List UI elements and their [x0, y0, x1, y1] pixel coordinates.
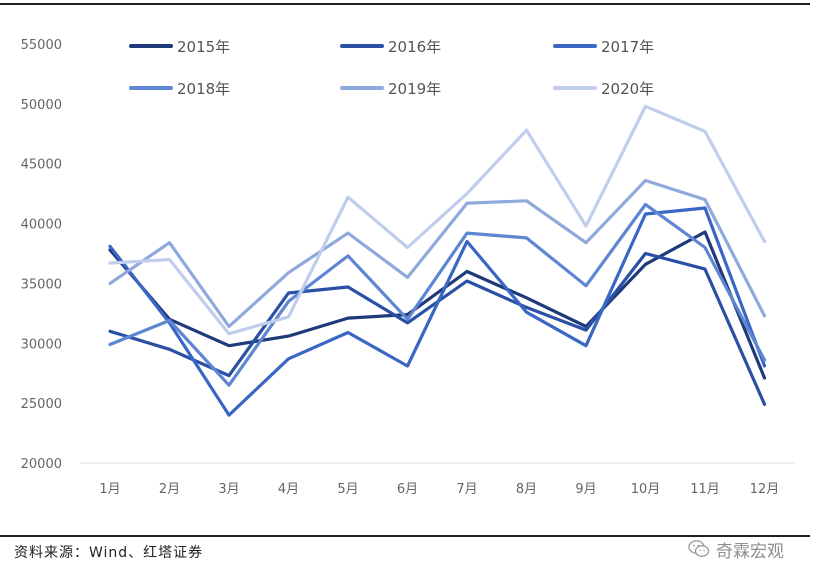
x-tick-label: 8月	[516, 482, 537, 497]
x-tick-label: 3月	[218, 482, 239, 497]
x-tick-label: 10月	[631, 482, 661, 497]
y-tick-label: 30000	[21, 337, 62, 352]
x-tick-label: 9月	[575, 482, 596, 497]
x-tick-label: 12月	[750, 482, 780, 497]
series-line-2019年	[108, 178, 767, 329]
series-line-2018年	[108, 202, 767, 387]
watermark-text: 奇霖宏观	[716, 541, 784, 562]
x-tick-label: 5月	[337, 482, 358, 497]
x-tick-label: 7月	[456, 482, 477, 497]
source-note: 资料来源：Wind、红塔证券	[14, 545, 204, 561]
y-tick-label: 50000	[21, 98, 62, 113]
legend-label: 2016年	[388, 38, 441, 56]
x-tick-label: 2月	[159, 482, 180, 497]
x-axis: 1月 2月 3月 4月 5月 6月 7月 8月 9月 10月 11月 12月	[99, 482, 779, 497]
legend-label: 2019年	[388, 80, 441, 98]
legend-label: 2020年	[601, 80, 654, 98]
top-rule	[0, 3, 810, 5]
x-tick-label: 11月	[690, 482, 720, 497]
series-line-2020年	[108, 104, 767, 336]
line-chart: 20000 25000 30000 35000 40000 45000 50000 55000…	[21, 38, 795, 497]
wechat-icon	[688, 540, 710, 558]
y-tick-label: 45000	[21, 158, 62, 173]
legend-label: 2015年	[177, 38, 230, 56]
legend-label: 2017年	[601, 38, 654, 56]
x-tick-label: 1月	[99, 482, 120, 497]
x-tick-label: 6月	[397, 482, 418, 497]
legend: 2015年 2016年 2017年 2018年 2019年 2020年	[129, 38, 654, 98]
series-line-2015年	[108, 230, 767, 380]
series-lines	[108, 104, 767, 417]
y-tick-label: 40000	[21, 218, 62, 233]
y-axis: 20000 25000 30000 35000 40000 45000 50000 55000	[21, 38, 62, 472]
y-tick-label: 20000	[21, 457, 62, 472]
bottom-rule	[0, 535, 810, 537]
y-tick-label: 35000	[21, 277, 62, 292]
y-tick-label: 55000	[21, 38, 62, 53]
x-tick-label: 4月	[278, 482, 299, 497]
y-tick-label: 25000	[21, 397, 62, 412]
watermark: 奇霖宏观	[688, 538, 784, 562]
legend-label: 2018年	[177, 80, 230, 98]
